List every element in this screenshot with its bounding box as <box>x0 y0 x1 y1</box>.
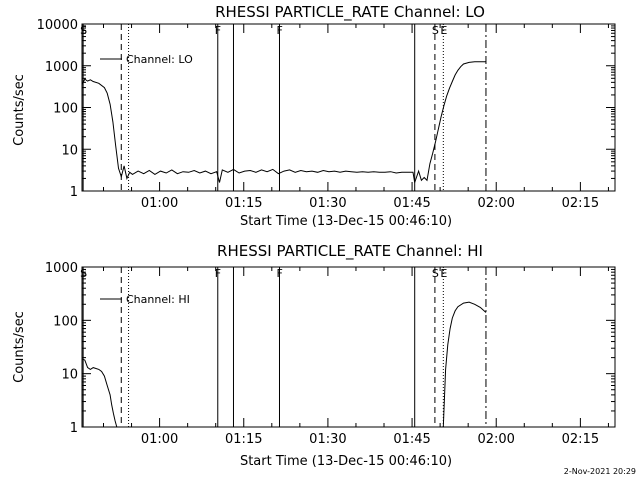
chart-2-marker-label: S <box>432 267 439 280</box>
chart-1-y-tick-label: 10000 <box>37 18 78 33</box>
chart-2-x-tick-label: 01:15 <box>225 432 262 447</box>
chart-1-x-tick-label: 02:00 <box>477 196 514 211</box>
chart-2-xlabel: Start Time (13-Dec-15 00:46:10) <box>240 454 452 469</box>
chart-2-x-tick-label: 01:00 <box>141 432 178 447</box>
chart-2-x-tick-label: 01:30 <box>309 432 346 447</box>
chart-2-frame <box>81 266 616 428</box>
chart-1-y-tick-label: 1 <box>70 185 78 200</box>
chart-2-marker-label: E <box>440 267 447 280</box>
chart-2-y-tick-label: 10 <box>61 368 78 383</box>
chart-1-y-tick-label: 10 <box>61 143 78 158</box>
chart-2-y-tick-label: 1 <box>70 421 78 436</box>
chart-1-marker-label: S <box>432 24 439 37</box>
chart-2-series-line <box>442 301 487 427</box>
chart-1-title: RHESSI PARTICLE_RATE Channel: LO <box>215 3 485 22</box>
chart-1-x-tick-label: 01:00 <box>141 196 178 211</box>
chart-2-x-tick-label: 02:15 <box>562 432 599 447</box>
chart-2-marker-label: F <box>276 267 282 280</box>
chart-1-marker-label: S <box>80 24 87 37</box>
chart-1-x-tick-label: 01:45 <box>393 196 430 211</box>
chart-1-marker-label: F <box>215 24 221 37</box>
chart-1-frame <box>81 23 616 192</box>
chart-2-x-tick-label: 02:00 <box>477 432 514 447</box>
date-stamp: 2-Nov-2021 20:29 <box>564 467 636 476</box>
chart-1-marker-label: E <box>440 24 447 37</box>
chart-1-series-line <box>82 61 486 183</box>
chart-2-marker-label: S <box>80 267 87 280</box>
chart-1-x-tick-label: 01:15 <box>225 196 262 211</box>
chart-1-legend-label: Channel: LO <box>126 53 193 66</box>
chart-1-x-tick-label: 02:15 <box>562 196 599 211</box>
chart-2-y-tick-label: 1000 <box>45 261 78 276</box>
chart-1-ylabel: Counts/sec <box>12 74 27 146</box>
chart-2-legend-label: Channel: HI <box>126 293 190 306</box>
chart-1-x-tick-label: 01:30 <box>309 196 346 211</box>
chart-2-title: RHESSI PARTICLE_RATE Channel: HI <box>217 242 483 261</box>
chart-2-x-tick-label: 01:45 <box>393 432 430 447</box>
chart-1-marker-label: F <box>276 24 282 37</box>
chart-1-y-tick-label: 1000 <box>45 60 78 75</box>
chart-1-y-tick-label: 100 <box>53 102 78 117</box>
chart-2-marker-label: F <box>215 267 221 280</box>
chart-2-y-tick-label: 100 <box>53 314 78 329</box>
chart-2-ylabel: Counts/sec <box>12 311 27 383</box>
chart-2-series-line <box>82 358 118 427</box>
chart-1-xlabel: Start Time (13-Dec-15 00:46:10) <box>240 214 452 229</box>
